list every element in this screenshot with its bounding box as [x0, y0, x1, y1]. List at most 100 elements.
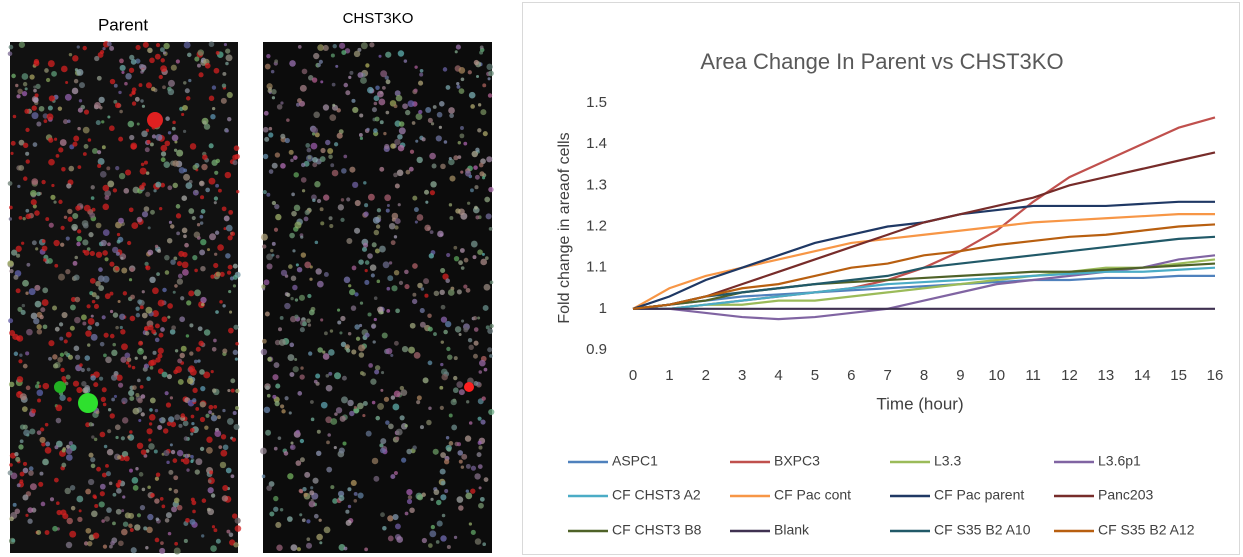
cell [338, 495, 345, 502]
cell [112, 312, 119, 318]
cell [89, 250, 95, 257]
cell [121, 509, 125, 513]
cell [394, 225, 399, 230]
cell [392, 513, 399, 521]
cell [227, 388, 231, 393]
x-tick-label: 16 [1207, 367, 1224, 384]
cell [154, 323, 160, 329]
cell [438, 125, 442, 129]
cell [390, 474, 396, 480]
cell [173, 256, 178, 261]
cell [159, 547, 166, 554]
cell [142, 41, 149, 48]
cell [94, 503, 99, 509]
cell [479, 496, 485, 502]
cell [375, 224, 381, 229]
cell [351, 98, 356, 103]
cell [170, 421, 177, 428]
cell [148, 414, 156, 421]
x-tick-label: 8 [920, 367, 928, 384]
cell [65, 374, 71, 380]
cell [161, 371, 168, 378]
cell [397, 134, 403, 140]
cell [345, 509, 350, 514]
cell [121, 343, 128, 351]
cell [380, 310, 384, 315]
cell [446, 447, 452, 452]
cell [262, 338, 267, 344]
cell [482, 83, 487, 88]
cell [48, 158, 55, 166]
cell [487, 93, 493, 98]
cell [155, 517, 160, 521]
cell [90, 185, 95, 190]
cell [480, 258, 488, 266]
cell [280, 163, 286, 169]
cell [174, 414, 181, 421]
cell [300, 162, 306, 168]
cell [287, 473, 294, 480]
cell [482, 131, 488, 137]
cell [224, 171, 232, 179]
cell [25, 151, 30, 156]
cell [295, 429, 300, 434]
cell [64, 487, 71, 495]
cell [19, 439, 24, 444]
cell [137, 299, 143, 305]
cell [199, 221, 204, 225]
cell [139, 167, 147, 175]
cell [371, 242, 377, 248]
cell [134, 356, 138, 360]
cell [345, 90, 351, 96]
cell [192, 509, 196, 514]
cell [74, 296, 81, 303]
cell [10, 151, 14, 155]
cell [64, 381, 69, 386]
cell [371, 457, 379, 465]
cell [412, 292, 417, 297]
cell [138, 83, 143, 88]
cell [453, 255, 460, 262]
cell [339, 415, 346, 422]
cell [440, 163, 446, 170]
cell [478, 162, 484, 168]
x-tick-label: 3 [738, 367, 746, 384]
cell [146, 139, 151, 144]
cell [414, 65, 418, 69]
cell [72, 141, 78, 147]
cell [453, 356, 458, 361]
cell [65, 236, 70, 241]
cell [16, 335, 24, 342]
cell [215, 271, 221, 277]
cell [190, 497, 195, 502]
cell [486, 63, 493, 70]
cell [326, 466, 333, 473]
cell [332, 498, 338, 504]
cell [148, 443, 155, 450]
cell [344, 344, 350, 350]
cell [343, 276, 351, 284]
cell [92, 532, 100, 539]
cell [213, 338, 217, 343]
cell [131, 477, 139, 484]
cell [336, 132, 343, 139]
cell [436, 520, 443, 527]
cell [167, 531, 172, 536]
cell [387, 275, 394, 282]
cell [163, 42, 170, 50]
cell [419, 308, 425, 314]
cell [181, 227, 188, 234]
cell [428, 406, 432, 411]
cell [365, 63, 370, 68]
cell [157, 368, 164, 375]
cell [289, 372, 295, 378]
cell [430, 122, 435, 126]
cell [446, 252, 451, 258]
cell [101, 519, 105, 523]
cell [445, 85, 451, 90]
cell [199, 446, 205, 452]
cell [425, 106, 432, 113]
cell [299, 438, 305, 444]
cell [348, 75, 352, 79]
cell [94, 101, 101, 109]
